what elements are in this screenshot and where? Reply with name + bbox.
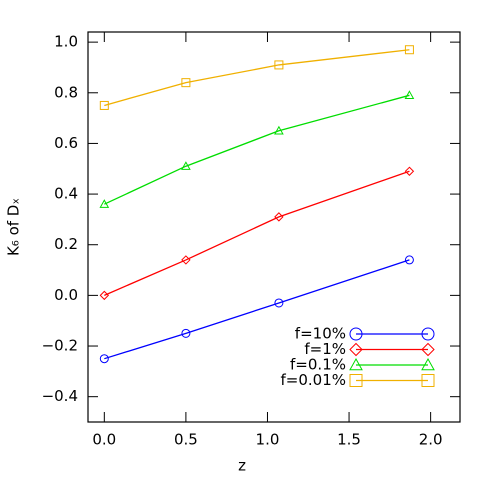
y-tick-label: 0.8 [54,83,78,101]
marker [99,290,110,301]
marker [349,342,363,357]
y-tick-label: −0.4 [42,387,78,405]
marker [404,166,415,176]
marker [181,255,191,265]
x-tick-label: 0.5 [174,431,198,449]
marker [404,90,415,100]
y-tick-label: 0.2 [54,235,78,253]
marker [274,298,284,308]
marker [421,342,435,357]
y-tick-label: 0.4 [54,185,78,203]
legend-label: f=1% [304,340,346,358]
marker [274,212,284,222]
marker [99,354,109,364]
plot-frame [87,31,461,423]
marker [404,45,414,55]
marker [349,357,363,371]
marker [99,100,109,110]
marker [181,161,191,170]
legend-label: f=0.01% [280,371,346,389]
marker [404,255,414,265]
x-tick-label: 1.5 [337,431,361,449]
marker [181,328,191,338]
y-tick-label: 0.6 [54,134,78,152]
y-tick-label: 1.0 [54,33,78,51]
marker [99,199,110,208]
marker [421,357,435,371]
legend-label: f=0.1% [290,356,346,374]
x-axis-label: z [238,457,246,475]
y-axis-label: K₆ of Dₓ [5,198,23,256]
marker [421,327,435,341]
marker [274,125,284,135]
marker [421,374,435,387]
x-tick-label: 0.0 [92,431,116,449]
marker [274,60,284,70]
y-tick-label: −0.2 [42,337,78,355]
series-line [104,170,410,296]
series-line [104,49,410,107]
legend-label: f=10% [295,325,346,343]
series-line [104,94,410,205]
series-line [104,259,410,360]
x-tick-label: 1.0 [256,431,280,449]
marker [349,374,363,387]
marker [181,78,191,88]
x-tick-label: 2.0 [419,431,443,449]
marker [349,327,363,341]
y-tick-label: 0.0 [54,286,78,304]
